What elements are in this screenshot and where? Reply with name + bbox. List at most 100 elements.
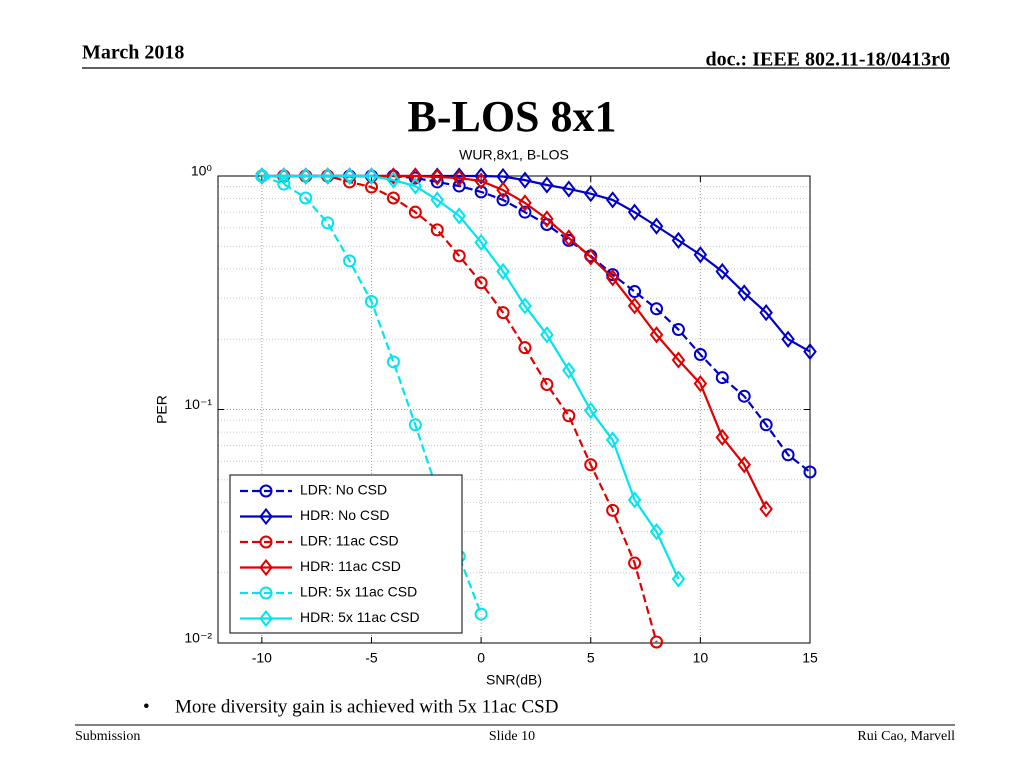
x-tick-label: 15 (802, 650, 818, 666)
data-point (562, 180, 576, 198)
data-point (781, 448, 795, 462)
data-point (320, 167, 335, 185)
data-point (364, 295, 378, 309)
data-point (649, 217, 664, 235)
data-point (496, 181, 510, 199)
data-point (693, 348, 707, 362)
data-point (408, 418, 422, 432)
data-point (430, 168, 445, 186)
data-point (540, 210, 554, 228)
header-date: March 2018 (82, 42, 184, 64)
footer-center: Slide 10 (489, 729, 535, 744)
data-point (540, 176, 554, 194)
series-line (261, 174, 483, 615)
data-point (430, 223, 444, 237)
data-point (693, 375, 708, 393)
data-point (583, 401, 598, 420)
data-point (628, 285, 642, 299)
data-point (715, 371, 729, 385)
data-point (408, 177, 423, 195)
data-point (386, 171, 401, 189)
legend-label: LDR: No CSD (300, 482, 387, 498)
slide-title: B-LOS 8x1 (407, 92, 616, 141)
data-point (518, 297, 532, 315)
data-point (693, 246, 708, 264)
chart-title: WUR,8x1, B-LOS (459, 147, 569, 163)
data-point (474, 167, 488, 185)
data-point (627, 203, 642, 221)
data-point (496, 262, 510, 281)
legend-marker (259, 586, 273, 600)
data-point (605, 191, 620, 209)
data-point (650, 635, 664, 649)
data-point (759, 500, 773, 518)
data-point (781, 330, 795, 348)
data-point (255, 167, 269, 185)
data-point (562, 361, 576, 380)
bullet: More diversity gain is achieved with 5x … (175, 696, 558, 717)
data-point (650, 302, 664, 316)
data-point (364, 167, 379, 185)
data-point (277, 167, 291, 185)
y-axis-label: PER (154, 395, 170, 424)
data-point (649, 522, 664, 541)
data-point (474, 607, 488, 621)
data-point (737, 284, 751, 302)
data-point (343, 254, 357, 268)
data-point (496, 193, 510, 207)
data-point (518, 194, 532, 212)
bullet-dot: • (143, 696, 150, 717)
data-point (715, 428, 730, 446)
data-point (540, 377, 554, 391)
data-point (518, 205, 532, 219)
x-tick-label: 10 (693, 650, 709, 666)
x-tick-label: -10 (252, 650, 272, 666)
data-point (759, 303, 773, 322)
legend-label: LDR: 11ac CSD (300, 533, 399, 549)
data-point (671, 231, 686, 250)
legend-label: HDR: 11ac CSD (300, 558, 401, 574)
data-point (583, 185, 598, 203)
chart: 10⁰ 10⁻¹ 10⁻² -10 -5 0 5 10 15 WUR,8x1, B-LOS SNR(… (154, 147, 818, 688)
legend-marker (259, 558, 273, 577)
data-point (671, 323, 685, 337)
data-point (298, 167, 313, 185)
data-point (474, 233, 488, 251)
data-point (605, 269, 620, 287)
plot-frame (217, 175, 811, 644)
data-point (321, 216, 335, 230)
legend-marker (259, 507, 273, 526)
header-doc: doc.: IEEE 802.11-18/0413r0 (706, 49, 950, 71)
legend-marker (259, 484, 273, 498)
data-point (562, 409, 576, 423)
data-point (605, 431, 620, 449)
footer-left: Submission (75, 729, 140, 744)
data-point (452, 167, 466, 185)
data-point (386, 355, 400, 369)
data-point (540, 326, 554, 344)
data-point (803, 342, 817, 361)
data-point (628, 556, 642, 570)
series-line (261, 174, 680, 580)
legend-box (229, 474, 463, 634)
data-point (430, 191, 445, 209)
data-point (583, 248, 598, 266)
x-axis-label: SNR(dB) (486, 672, 542, 688)
data-point (737, 456, 751, 474)
data-point (408, 205, 422, 219)
data-point (386, 191, 400, 205)
data-point (452, 249, 466, 263)
y-tick-label: 10⁻² (184, 630, 212, 646)
data-point (452, 207, 466, 225)
data-point (803, 465, 817, 479)
x-tick-label: -5 (365, 650, 378, 666)
data-point (452, 179, 466, 193)
data-point (715, 262, 730, 281)
data-point (386, 167, 401, 185)
data-point (277, 177, 291, 191)
data-point (562, 229, 576, 247)
data-point (496, 306, 510, 320)
footer-right: Rui Cao, Marvell (857, 729, 955, 744)
legend-label: HDR: 5x 11ac CSD (300, 609, 420, 625)
